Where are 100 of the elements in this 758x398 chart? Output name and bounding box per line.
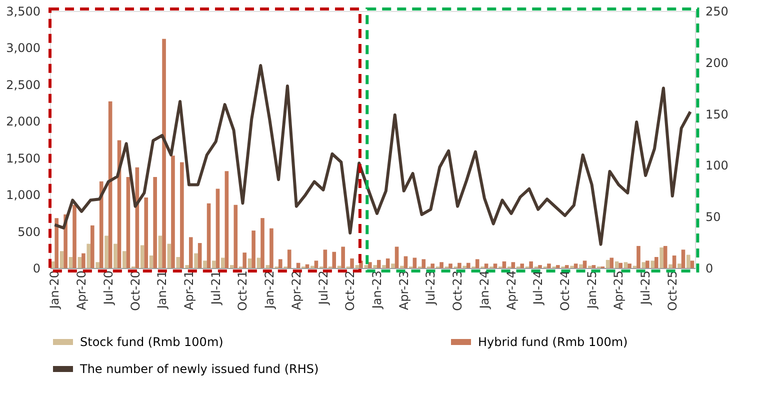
x-tick-label: Apr-21 bbox=[182, 270, 196, 310]
y2-tick-label: 0 bbox=[706, 262, 714, 276]
bar bbox=[556, 265, 560, 268]
y-tick-label: 500 bbox=[18, 224, 40, 239]
x-tick-label: Apr-22 bbox=[289, 270, 304, 310]
bar bbox=[114, 244, 118, 268]
bar bbox=[140, 245, 144, 268]
bar bbox=[373, 265, 377, 268]
legend-label: The number of newly issued fund (RHS) bbox=[79, 362, 319, 376]
bar bbox=[520, 264, 524, 268]
y-tick-label: 2,000 bbox=[6, 114, 40, 129]
y2-tick-label: 250 bbox=[706, 4, 728, 18]
bar bbox=[332, 252, 336, 268]
line-series bbox=[53, 64, 692, 246]
x-tick-label: Jan-25 bbox=[584, 270, 599, 310]
bar bbox=[126, 176, 130, 268]
bar bbox=[278, 259, 282, 268]
bar bbox=[660, 247, 664, 268]
bar bbox=[194, 253, 198, 268]
x-tick-label: Jul-20 bbox=[101, 270, 116, 306]
y-tick-label: 3,500 bbox=[6, 4, 40, 18]
bar bbox=[663, 246, 668, 268]
bar bbox=[248, 258, 252, 268]
bar bbox=[68, 256, 73, 268]
x-tick-label: Oct-21 bbox=[236, 270, 250, 311]
bar bbox=[296, 262, 300, 268]
bar bbox=[355, 265, 360, 268]
bar bbox=[592, 265, 596, 268]
bar bbox=[448, 264, 452, 268]
bar bbox=[538, 265, 542, 268]
bar bbox=[628, 264, 632, 268]
bar bbox=[502, 261, 506, 268]
bar bbox=[104, 236, 108, 268]
bar bbox=[158, 236, 162, 268]
bar bbox=[149, 256, 154, 268]
x-tick-label: Apr-23 bbox=[396, 270, 411, 310]
y-tick-label: 2,500 bbox=[6, 78, 40, 92]
bar bbox=[642, 262, 646, 268]
y2-tick-label: 200 bbox=[706, 56, 728, 70]
x-tick-label: Jul-25 bbox=[638, 270, 653, 306]
bar bbox=[404, 256, 408, 268]
bar bbox=[82, 253, 86, 268]
y-tick-label: 3,000 bbox=[6, 41, 40, 56]
bar bbox=[574, 264, 578, 268]
bar bbox=[108, 101, 112, 268]
x-tick-label: Jan-21 bbox=[155, 270, 170, 310]
x-tick-label: Jan-22 bbox=[262, 270, 277, 310]
bar bbox=[153, 176, 157, 268]
legend-label: Hybrid fund (Rmb 100m) bbox=[478, 335, 628, 349]
bar bbox=[618, 262, 622, 268]
bar bbox=[547, 264, 551, 268]
x-tick-label: Apr-24 bbox=[504, 270, 518, 310]
bar bbox=[368, 262, 372, 268]
bar bbox=[72, 204, 76, 268]
bar bbox=[364, 265, 368, 268]
bar bbox=[96, 262, 100, 268]
x-tick-label: Jul-21 bbox=[208, 270, 223, 306]
y-tick-label: 1,000 bbox=[6, 188, 40, 202]
bar bbox=[686, 254, 690, 268]
y2-tick-label: 150 bbox=[706, 107, 728, 122]
x-tick-label: Jan-24 bbox=[477, 270, 492, 310]
bar bbox=[341, 246, 345, 268]
y-tick-label: 0 bbox=[32, 262, 40, 276]
bar bbox=[422, 259, 426, 268]
bar bbox=[678, 264, 682, 268]
bar bbox=[412, 258, 417, 268]
bar bbox=[475, 259, 480, 268]
bar bbox=[376, 260, 381, 268]
bar bbox=[606, 260, 610, 268]
bar bbox=[216, 188, 220, 268]
bar bbox=[511, 262, 516, 268]
bar bbox=[234, 204, 238, 268]
bar bbox=[493, 264, 498, 268]
bar bbox=[220, 258, 225, 268]
bar bbox=[654, 256, 658, 268]
bar bbox=[90, 225, 94, 268]
bar bbox=[382, 265, 386, 268]
bar bbox=[144, 198, 148, 268]
y2-tick-label: 100 bbox=[706, 158, 728, 173]
bar bbox=[212, 260, 216, 268]
bar bbox=[614, 261, 619, 268]
bar bbox=[224, 171, 229, 268]
bar bbox=[252, 230, 256, 268]
x-tick-label: Oct-24 bbox=[558, 270, 572, 311]
bar bbox=[350, 258, 354, 268]
bar bbox=[610, 258, 614, 268]
bar bbox=[314, 260, 318, 268]
bar bbox=[529, 261, 533, 268]
bar bbox=[60, 251, 64, 268]
bar bbox=[86, 244, 91, 268]
bar bbox=[230, 265, 234, 268]
bar bbox=[162, 38, 166, 268]
bar bbox=[681, 250, 686, 268]
x-tick-label: Apr-25 bbox=[612, 270, 626, 310]
bar bbox=[198, 243, 202, 268]
bar bbox=[185, 265, 189, 268]
bar bbox=[188, 237, 193, 268]
x-tick-label: Apr-20 bbox=[74, 270, 89, 310]
bar bbox=[391, 264, 395, 268]
bar bbox=[672, 256, 676, 268]
